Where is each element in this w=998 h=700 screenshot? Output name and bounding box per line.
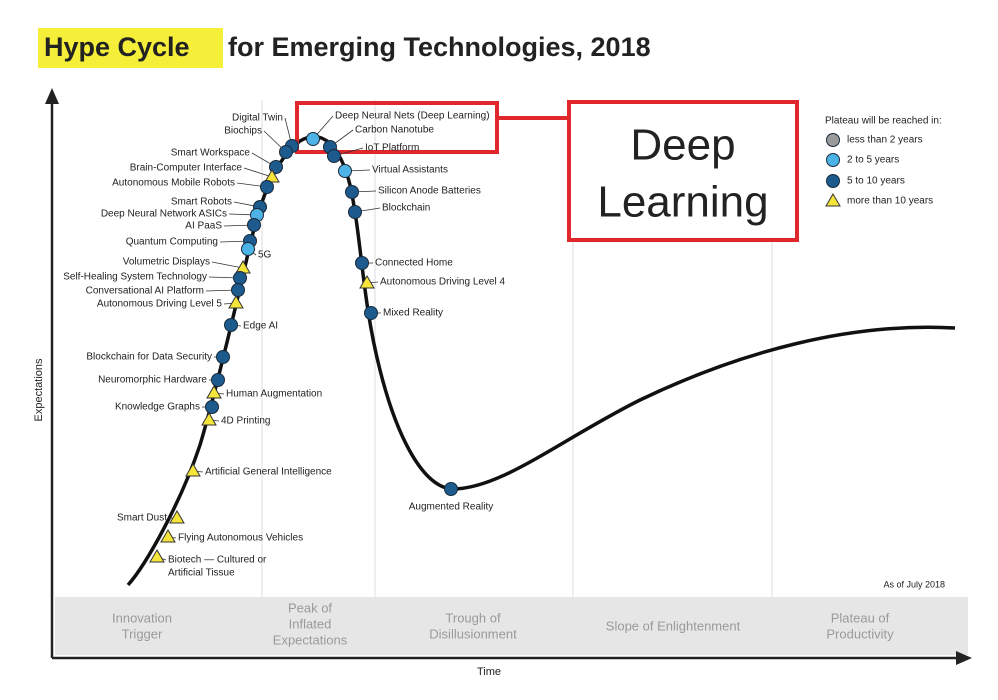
technology-label: Smart Workspace: [171, 148, 251, 159]
plateau-marker: [224, 318, 238, 332]
plateau-marker: [345, 185, 359, 199]
plateau-marker: [228, 295, 244, 309]
phase-label: Plateau of: [831, 610, 890, 625]
callout-text: Learning: [597, 178, 768, 227]
legend-item: 2 to 5 years: [847, 155, 899, 166]
callout-highlight: [295, 101, 499, 154]
technology-label: AI PaaS: [185, 221, 222, 232]
technology-label: Flying Autonomous Vehicles: [178, 533, 303, 544]
plateau-marker: [306, 132, 320, 146]
technology-label: Deep Neural Network ASICs: [101, 209, 227, 220]
title-text: for Emerging Technologies, 2018: [228, 32, 651, 62]
phase-label: Productivity: [826, 626, 894, 641]
plateau-marker: [355, 256, 369, 270]
technology-label: Autonomous Driving Level 4: [380, 277, 506, 288]
plateau-marker: [201, 412, 217, 426]
phase-label: Slope of Enlightenment: [606, 618, 741, 633]
technology-label: Knowledge Graphs: [115, 402, 200, 413]
leader-line: [211, 261, 244, 269]
callout-box: [567, 100, 799, 242]
technology-label: Blockchain: [382, 203, 430, 214]
plateau-marker: [338, 164, 352, 178]
legend-item: 5 to 10 years: [847, 176, 905, 187]
plateau-marker: [826, 174, 840, 188]
plateau-marker: [364, 306, 378, 320]
plateau-marker: [247, 218, 261, 232]
technology-label: Augmented Reality: [409, 502, 494, 513]
plateau-marker: [826, 133, 840, 147]
x-axis-label: Time: [477, 666, 501, 678]
plateau-marker: [185, 463, 201, 477]
plateau-marker: [327, 149, 341, 163]
technology-label: Blockchain for Data Security: [86, 352, 212, 363]
plateau-marker: [260, 180, 274, 194]
plateau-marker: [169, 510, 185, 524]
technology-label: Virtual Assistants: [372, 165, 448, 176]
plateau-marker: [269, 160, 283, 174]
technology-label: Edge AI: [243, 321, 278, 332]
technology-label: Human Augmentation: [226, 389, 322, 400]
technology-label: Smart Robots: [171, 197, 232, 208]
phase-label: Trigger: [122, 626, 163, 641]
technology-label: Neuromorphic Hardware: [98, 375, 207, 386]
plateau-marker: [264, 169, 280, 183]
legend-title: Plateau will be reached in:: [825, 116, 942, 127]
phase-label: Inflated: [289, 616, 332, 631]
technology-label: Volumetric Displays: [123, 257, 210, 268]
plateau-marker: [826, 153, 840, 167]
technology-label: Conversational AI Platform: [86, 286, 204, 297]
technology-label: Autonomous Driving Level 5: [97, 299, 223, 310]
plateau-marker: [216, 350, 230, 364]
y-axis-label: Expectations: [33, 358, 45, 421]
phase-label: Trough of: [445, 610, 501, 625]
plateau-marker: [444, 482, 458, 496]
technology-label: 5G: [258, 250, 272, 261]
phase-label: Innovation: [112, 610, 172, 625]
plateau-marker: [149, 549, 165, 563]
phase-band: [55, 597, 968, 655]
plateau-marker: [359, 275, 375, 289]
plateau-marker: [205, 400, 219, 414]
technology-label: Deep Neural Nets (Deep Learning): [335, 111, 490, 122]
phase-label: Disillusionment: [429, 626, 517, 641]
technology-label: Connected Home: [375, 258, 453, 269]
plateau-marker: [241, 242, 255, 256]
plateau-marker: [231, 283, 245, 297]
phase-label: Expectations: [273, 632, 348, 647]
technology-label: Silicon Anode Batteries: [378, 186, 481, 197]
technology-label: Mixed Reality: [383, 308, 443, 319]
technology-label: Smart Dust: [117, 513, 167, 524]
plateau-marker: [825, 193, 841, 207]
plateau-marker: [279, 145, 293, 159]
plateau-marker: [211, 373, 225, 387]
technology-label: Digital Twin: [232, 113, 283, 124]
as-of-note: As of July 2018: [883, 579, 945, 589]
technology-label: Biochips: [224, 126, 262, 137]
technology-label: Artificial General Intelligence: [205, 467, 332, 478]
plateau-marker: [348, 205, 362, 219]
technology-label: Quantum Computing: [126, 237, 218, 248]
plateau-marker: [206, 385, 222, 399]
axes: [45, 88, 972, 665]
technology-label: Brain-Computer Interface: [130, 163, 243, 174]
leader-line: [243, 167, 273, 178]
technology-label: Artificial Tissue: [168, 568, 235, 579]
legend-item: more than 10 years: [847, 196, 933, 207]
phase-label: Peak of: [288, 600, 332, 615]
technology-label: 4D Printing: [221, 416, 270, 427]
technology-label: Carbon Nanotube: [355, 125, 434, 136]
technology-label: Self-Healing System Technology: [63, 272, 207, 283]
title-highlight: [38, 28, 223, 68]
legend-item: less than 2 years: [847, 135, 923, 146]
plateau-marker: [233, 271, 247, 285]
callout-text: Deep: [630, 121, 735, 170]
technology-label: Autonomous Mobile Robots: [112, 178, 235, 189]
technology-label: IoT Platform: [365, 143, 419, 154]
technology-label: Biotech — Cultured or: [168, 555, 267, 566]
title-highlight-text: Hype Cycle: [44, 32, 190, 62]
plateau-marker: [160, 529, 176, 543]
